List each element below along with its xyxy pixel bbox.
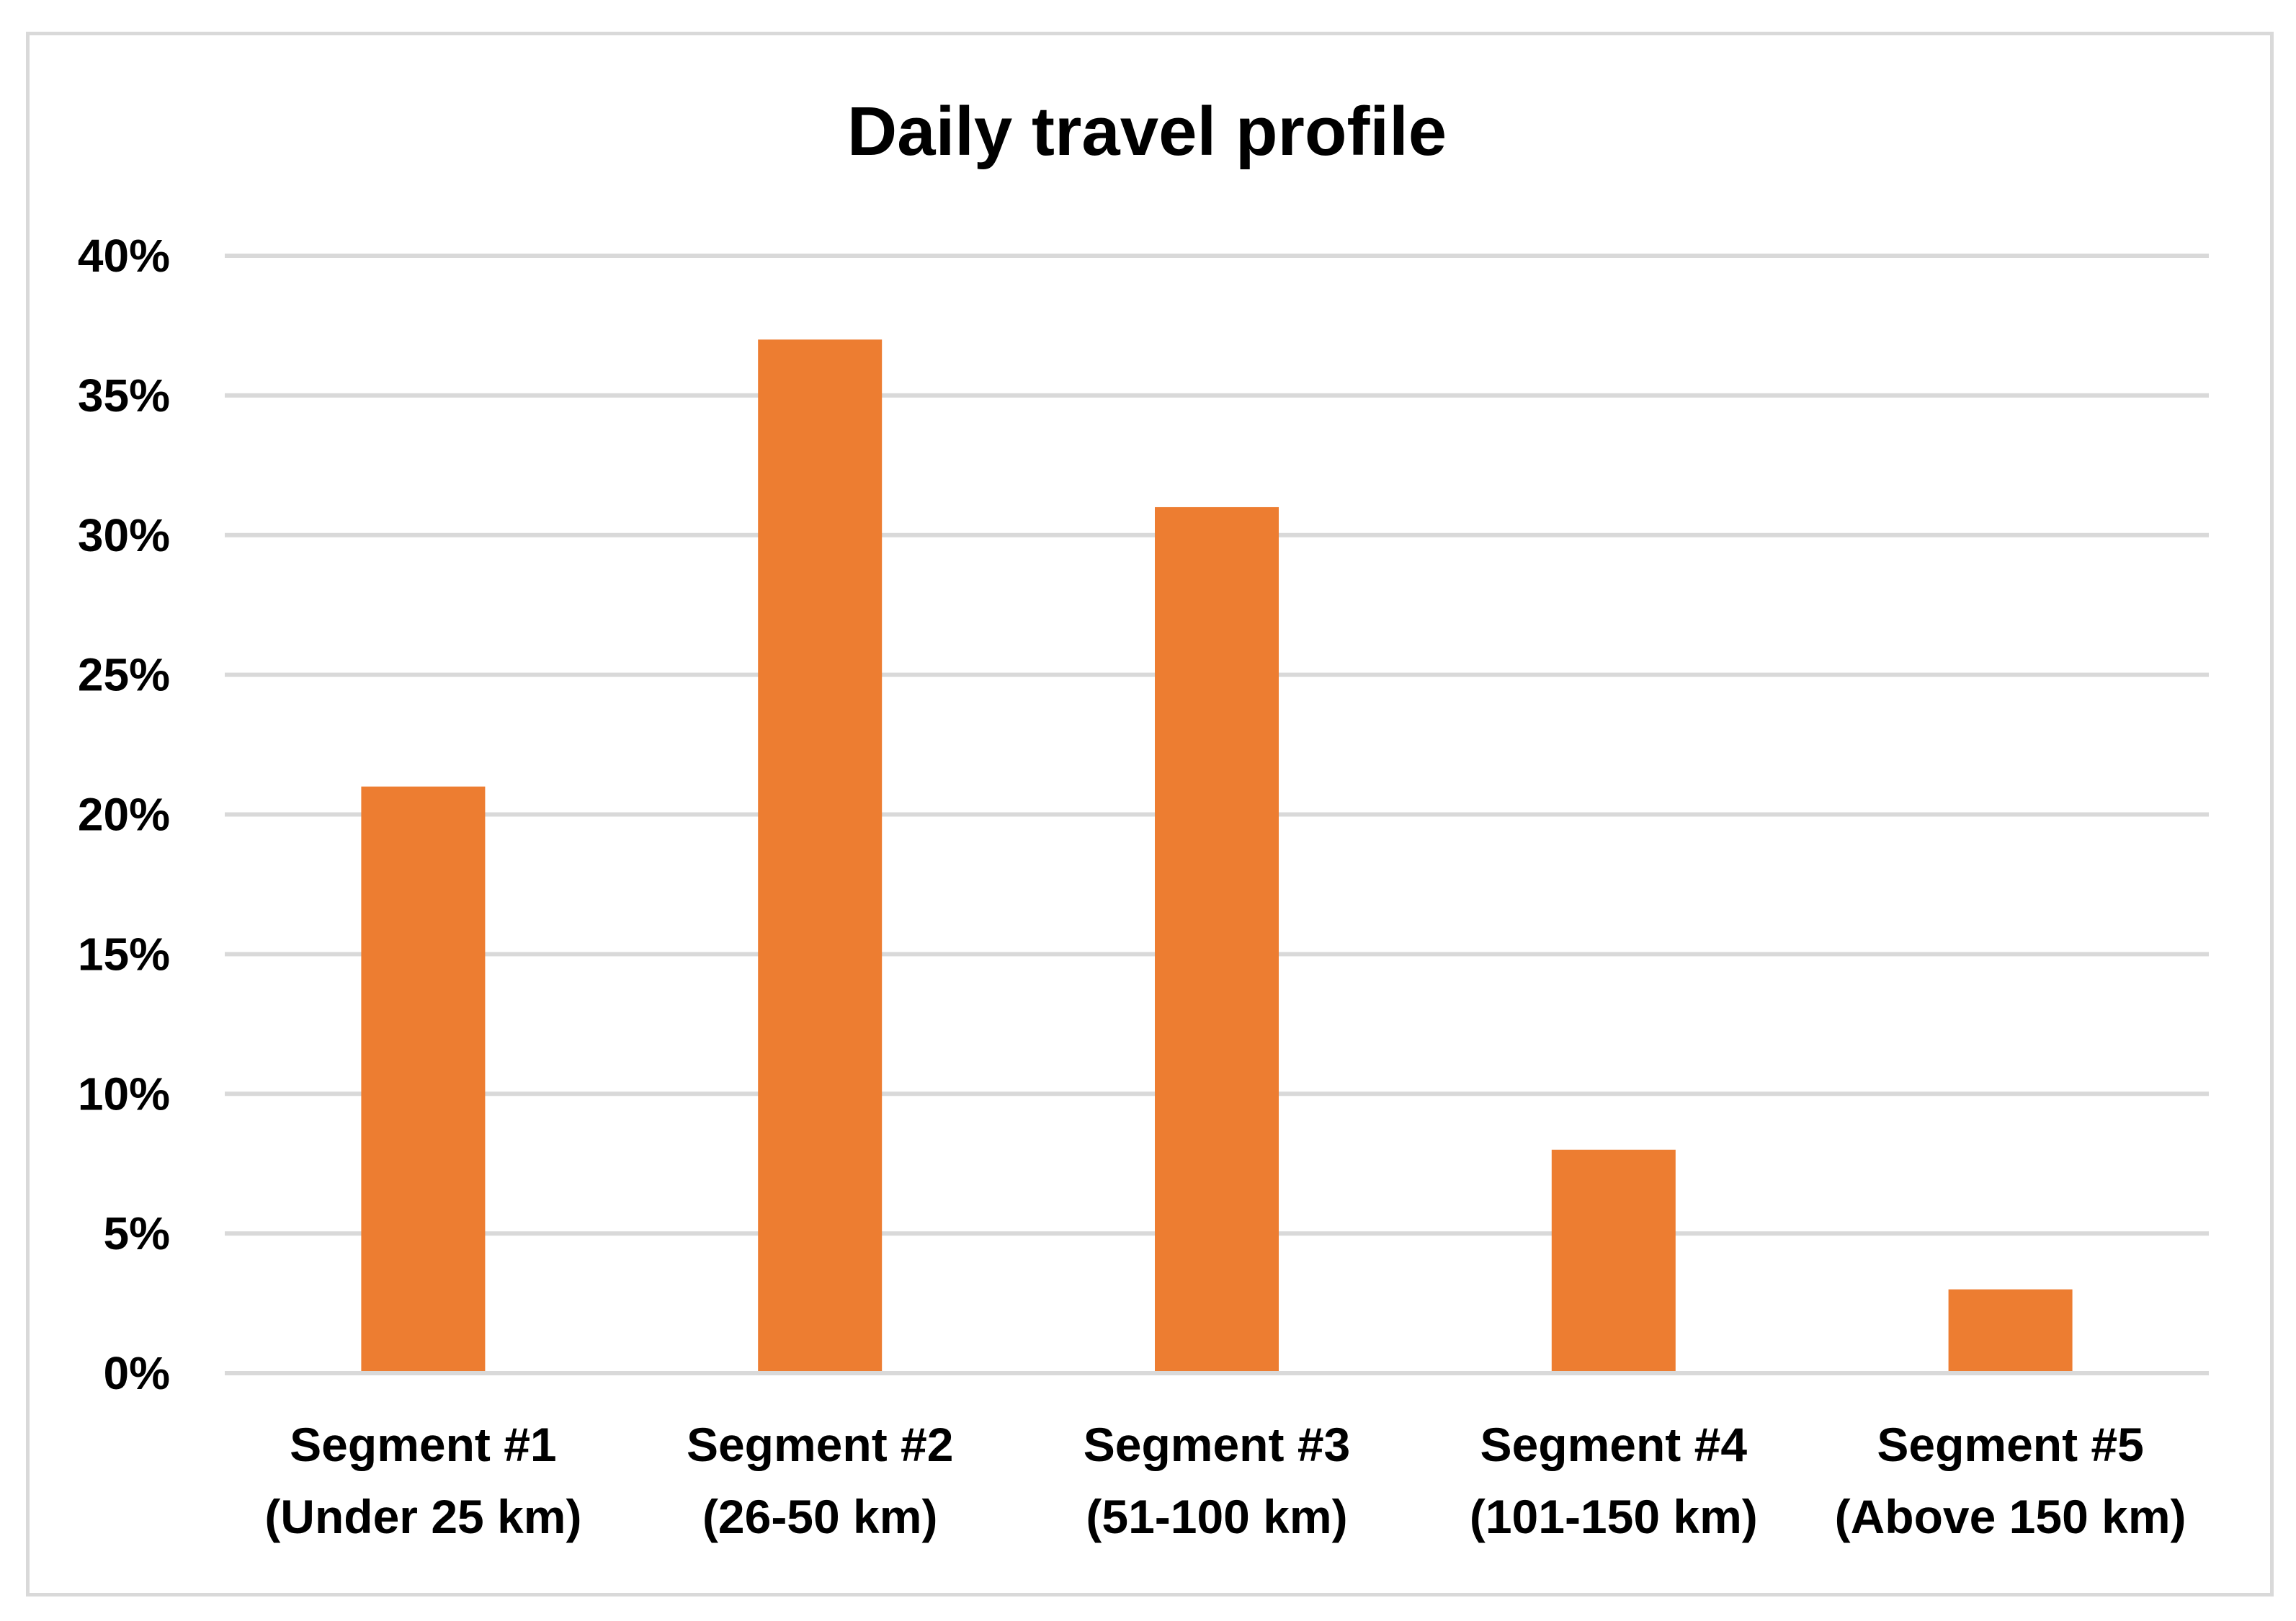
- y-tick-label: 0%: [104, 1347, 171, 1399]
- x-category-label-line: Segment #3: [1084, 1418, 1350, 1471]
- y-tick-label: 40%: [78, 230, 170, 282]
- x-category-label: Segment #2 (26-50 km): [687, 1418, 953, 1543]
- bars: [361, 339, 2073, 1374]
- x-category-label-line: (51-100 km): [1086, 1490, 1347, 1543]
- y-tick-label: 15%: [78, 928, 170, 980]
- x-category-label: Segment #1 (Under 25 km): [264, 1418, 581, 1543]
- x-category-label-line: Segment #1: [290, 1418, 556, 1471]
- bar: [1155, 506, 1279, 1373]
- y-tick-label: 10%: [78, 1068, 170, 1120]
- y-tick-label: 20%: [78, 789, 170, 841]
- bar: [361, 786, 486, 1373]
- y-axis-tick-labels: 0% 5% 10% 15% 20% 25% 30% 35% 40%: [78, 230, 170, 1399]
- bar: [1551, 1149, 1676, 1373]
- x-category-label-line: (101-150 km): [1470, 1490, 1758, 1543]
- x-category-label-line: (26-50 km): [702, 1490, 938, 1543]
- y-tick-label: 5%: [104, 1207, 171, 1259]
- x-category-label-line: Segment #2: [687, 1418, 953, 1471]
- bar: [758, 339, 883, 1374]
- y-tick-label: 25%: [78, 649, 170, 701]
- x-category-label: Segment #5 (Above 150 km): [1835, 1418, 2186, 1543]
- x-category-label: Segment #3 (51-100 km): [1084, 1418, 1350, 1543]
- x-category-label-line: Segment #4: [1480, 1418, 1748, 1471]
- x-axis-category-labels: Segment #1 (Under 25 km) Segment #2 (26-50 …: [264, 1418, 2186, 1543]
- x-category-label-line: (Under 25 km): [264, 1490, 581, 1543]
- chart-title: Daily travel profile: [847, 93, 1447, 170]
- x-category-label-line: (Above 150 km): [1835, 1490, 2186, 1543]
- x-category-label: Segment #4 (101-150 km): [1470, 1418, 1758, 1543]
- y-tick-label: 35%: [78, 370, 170, 421]
- y-tick-label: 30%: [78, 509, 170, 561]
- bar: [1948, 1289, 2073, 1373]
- x-category-label-line: Segment #5: [1877, 1418, 2143, 1471]
